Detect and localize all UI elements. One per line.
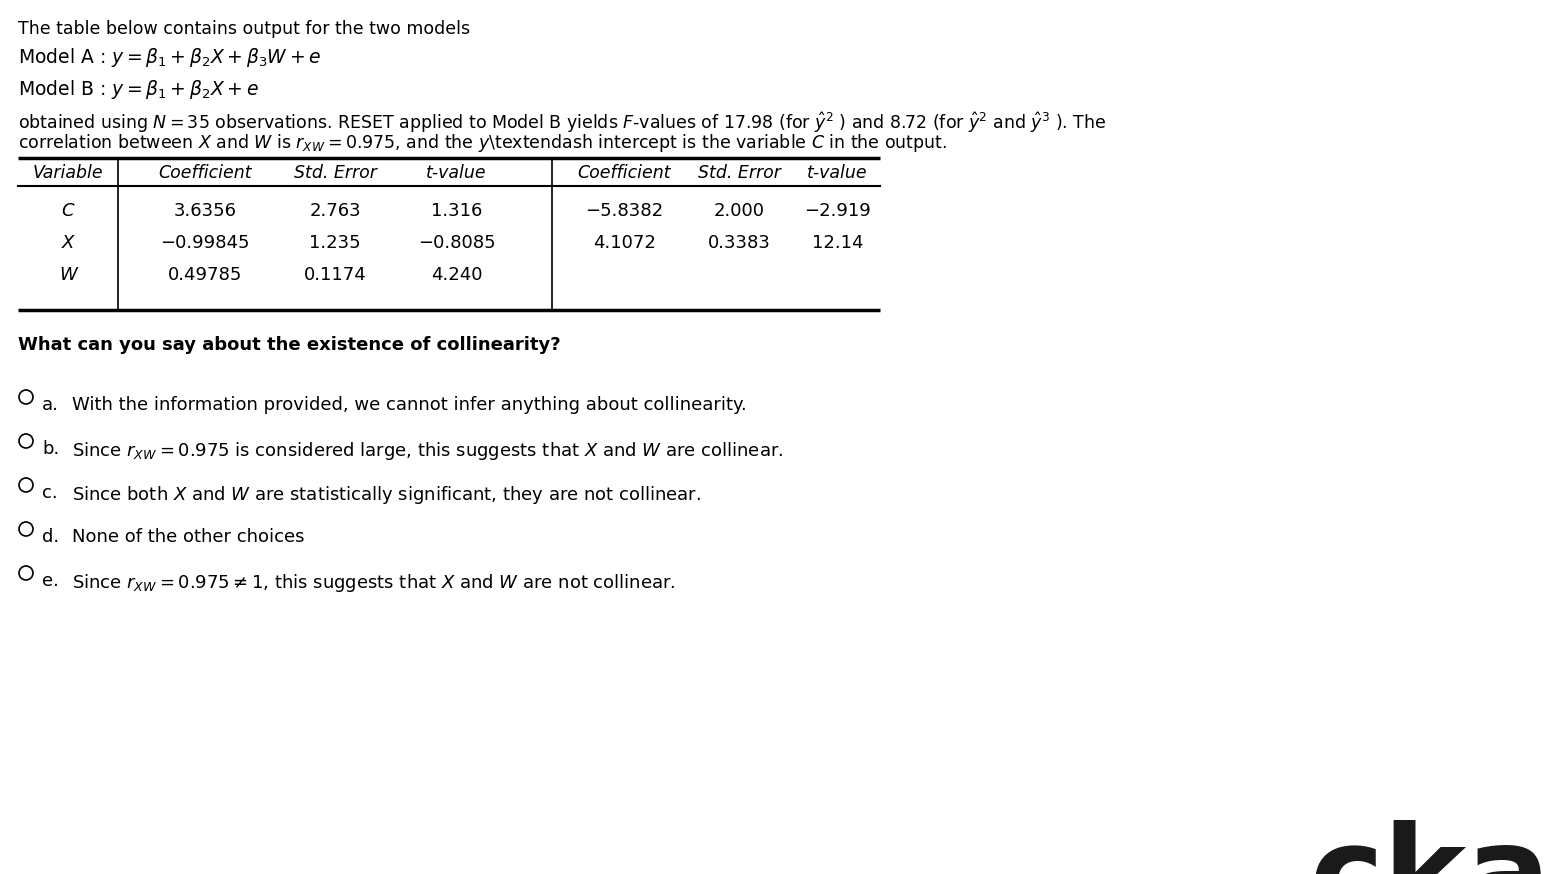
Text: t-value: t-value	[426, 164, 487, 182]
Text: None of the other choices: None of the other choices	[72, 528, 304, 546]
Text: Std. Error: Std. Error	[697, 164, 780, 182]
Text: Since both $X$ and $W$ are statistically significant, they are not collinear.: Since both $X$ and $W$ are statistically…	[72, 484, 700, 506]
Text: Model B : $y = \beta_1 + \beta_2 X + e$: Model B : $y = \beta_1 + \beta_2 X + e$	[19, 78, 259, 101]
Text: a.: a.	[42, 396, 59, 414]
Text: The table below contains output for the two models: The table below contains output for the …	[19, 20, 470, 38]
Text: 0.1174: 0.1174	[304, 266, 367, 284]
Text: c.: c.	[42, 484, 58, 502]
Text: 2.763: 2.763	[309, 202, 360, 220]
Text: d.: d.	[42, 528, 59, 546]
Text: Model A : $y = \beta_1 + \beta_2 X + \beta_3 W + e$: Model A : $y = \beta_1 + \beta_2 X + \be…	[19, 46, 321, 69]
Text: Std. Error: Std. Error	[293, 164, 376, 182]
Text: Variable: Variable	[33, 164, 103, 182]
Text: b.: b.	[42, 440, 59, 458]
Text: −5.8382: −5.8382	[585, 202, 663, 220]
Text: With the information provided, we cannot infer anything about collinearity.: With the information provided, we cannot…	[72, 396, 747, 414]
Text: 4.240: 4.240	[431, 266, 482, 284]
Text: 2.000: 2.000	[713, 202, 764, 220]
Text: 0.49785: 0.49785	[167, 266, 242, 284]
Text: e.: e.	[42, 572, 59, 590]
Text: 1.316: 1.316	[431, 202, 482, 220]
Text: correlation between $X$ and $W$ is $r_{XW} = 0.975$, and the $y$\textendash inte: correlation between $X$ and $W$ is $r_{X…	[19, 132, 947, 154]
Text: obtained using $N = 35$ observations. RESET applied to Model B yields $F$-values: obtained using $N = 35$ observations. RE…	[19, 110, 1106, 135]
Text: −0.99845: −0.99845	[161, 234, 250, 252]
Text: −2.919: −2.919	[803, 202, 870, 220]
Text: 0.3383: 0.3383	[708, 234, 771, 252]
Text: t-value: t-value	[807, 164, 867, 182]
Text: W: W	[59, 266, 76, 284]
Text: Since $r_{XW} = 0.975$ is considered large, this suggests that $X$ and $W$ are c: Since $r_{XW} = 0.975$ is considered lar…	[72, 440, 783, 462]
Text: What can you say about the existence of collinearity?: What can you say about the existence of …	[19, 336, 560, 354]
Text: 1.235: 1.235	[309, 234, 360, 252]
Text: Coefficient: Coefficient	[577, 164, 671, 182]
Text: Since $r_{XW} = 0.975 \neq 1$, this suggests that $X$ and $W$ are not collinear.: Since $r_{XW} = 0.975 \neq 1$, this sugg…	[72, 572, 675, 594]
Text: 3.6356: 3.6356	[173, 202, 236, 220]
Text: C: C	[62, 202, 75, 220]
Text: 4.1072: 4.1072	[593, 234, 655, 252]
Text: −0.8085: −0.8085	[418, 234, 496, 252]
Text: Coefficient: Coefficient	[158, 164, 251, 182]
Text: X: X	[62, 234, 75, 252]
Text: 12.14: 12.14	[811, 234, 863, 252]
Text: ckau: ckau	[1310, 820, 1560, 874]
